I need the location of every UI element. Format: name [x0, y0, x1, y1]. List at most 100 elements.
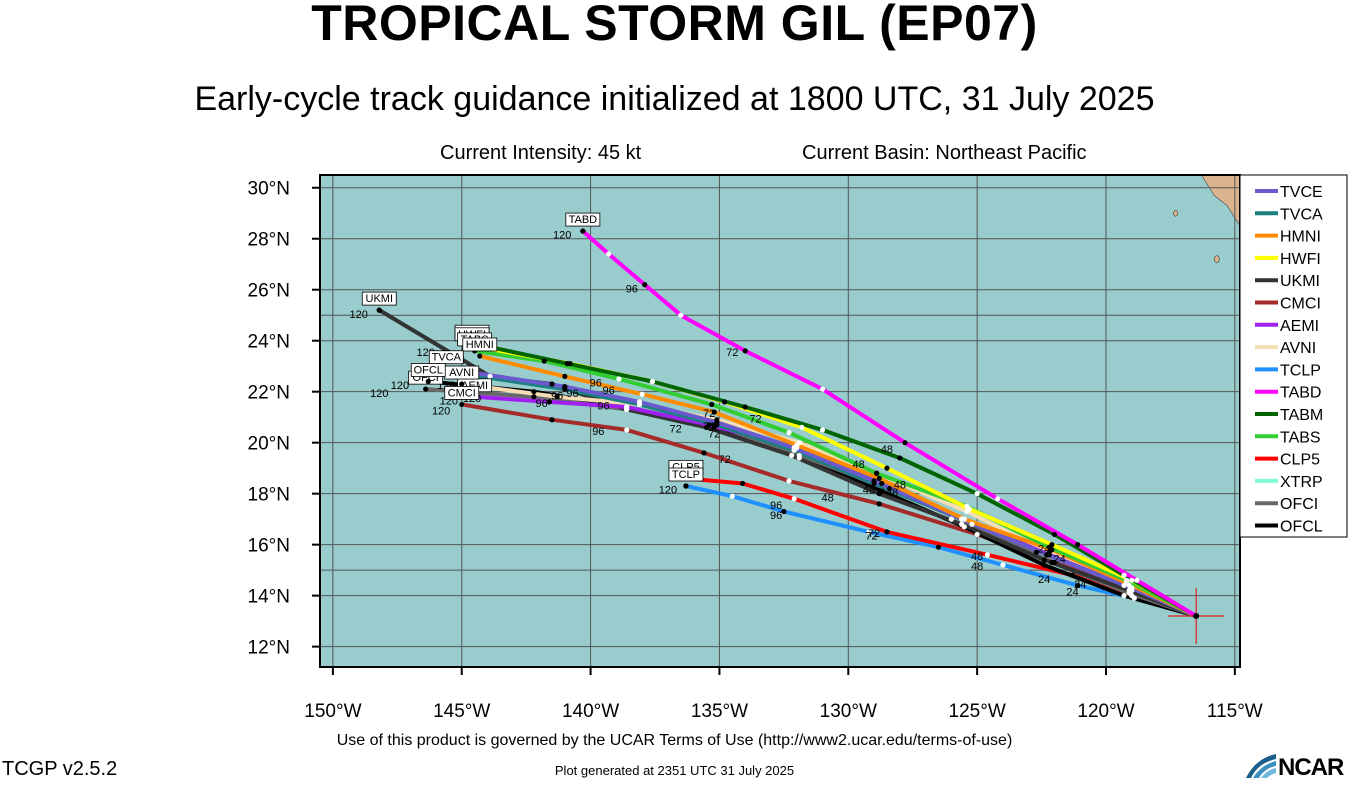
- track-point: [721, 399, 728, 405]
- track-end-point: [459, 381, 465, 387]
- track-point: [1129, 577, 1135, 583]
- track-point: [866, 529, 872, 535]
- track-point: [786, 478, 792, 484]
- track-point: [935, 544, 942, 550]
- track-point: [1041, 562, 1047, 568]
- ncar-logo-text: NCAR: [1278, 754, 1344, 781]
- track-tabs: [472, 348, 1199, 618]
- track-point: [886, 485, 893, 492]
- track-point: [879, 480, 885, 487]
- ncar-logo-icon: [1246, 754, 1276, 778]
- track-point: [1121, 593, 1127, 599]
- track-end-point: [580, 228, 586, 234]
- track-point: [1126, 582, 1132, 589]
- page-subtitle: Early-cycle track guidance initialized a…: [194, 80, 1155, 118]
- track-name-label: OFCL: [414, 364, 443, 376]
- forecast-hour-label: 120: [391, 380, 409, 392]
- track-point: [961, 524, 967, 530]
- legend-label-tabd: TABD: [1280, 385, 1321, 402]
- forecast-hour-label: 120: [432, 406, 450, 418]
- forecast-hour-label: 96: [590, 378, 602, 390]
- track-point: [876, 501, 882, 507]
- forecast-hour-label: 120: [349, 309, 367, 321]
- track-point: [984, 552, 991, 558]
- current-basin: Current Basin: Northeast Pacific: [802, 142, 1087, 164]
- forecast-hour-label: 24: [1074, 579, 1086, 591]
- track-point: [642, 282, 648, 288]
- track-point: [969, 521, 975, 527]
- forecast-hour-label: 24: [1066, 587, 1078, 599]
- legend-label-xtrp: XTRP: [1280, 474, 1323, 491]
- track-point: [781, 508, 787, 515]
- lon-tick-label: 135°W: [691, 701, 748, 722]
- track-point: [531, 389, 537, 395]
- legend-label-cmci: CMCI: [1280, 296, 1321, 313]
- forecast-hour-label: 120: [370, 388, 388, 400]
- track-name-label: UKMI: [366, 293, 394, 305]
- track-point: [1051, 531, 1058, 538]
- track-point: [624, 427, 630, 433]
- track-point: [546, 399, 552, 405]
- lat-tick-label: 14°N: [248, 587, 290, 608]
- ncar-logo: NCAR: [1244, 752, 1348, 781]
- track-name-label: CMCI: [448, 387, 476, 399]
- page-title: TROPICAL STORM GIL (EP07): [311, 0, 1038, 51]
- forecast-hour-label: 72: [708, 429, 720, 441]
- track-name-label: HMNI: [466, 339, 494, 351]
- track-point: [876, 475, 882, 481]
- island: [1173, 209, 1178, 217]
- lon-tick-label: 115°W: [1207, 701, 1263, 722]
- legend-label-tabs: TABS: [1280, 429, 1321, 446]
- forecast-hour-label: 120: [659, 485, 677, 497]
- lat-tick-label: 24°N: [248, 332, 290, 353]
- forecast-hour-label: 72: [726, 347, 738, 359]
- track-point: [879, 488, 885, 494]
- forecast-hour-label: 48: [971, 561, 983, 573]
- track-point: [742, 404, 748, 410]
- terms-of-use: Use of this product is governed by the U…: [336, 732, 1013, 749]
- forecast-hour-label: 72: [703, 408, 715, 420]
- track-name-box: [361, 291, 397, 306]
- track-point: [974, 531, 980, 538]
- lat-tick-label: 18°N: [248, 485, 290, 506]
- legend-label-tvce: TVCE: [1280, 184, 1323, 201]
- track-point: [1051, 559, 1058, 566]
- track-name-box: [668, 467, 704, 482]
- track-end-point: [425, 378, 431, 385]
- track-point: [616, 376, 622, 382]
- lon-tick-label: 125°W: [949, 701, 1006, 722]
- forecast-hour-label: 48: [881, 444, 893, 456]
- track-point: [649, 378, 656, 385]
- track-tabm: [470, 341, 1199, 618]
- legend-label-avni: AVNI: [1280, 340, 1316, 357]
- track-point: [1041, 557, 1047, 563]
- track-point: [567, 361, 573, 367]
- track-point: [487, 373, 493, 379]
- track-point: [531, 394, 537, 400]
- forecast-hour-label: 48: [822, 492, 834, 504]
- track-point: [964, 503, 970, 509]
- track-point: [678, 312, 684, 318]
- legend-label-ofci: OFCI: [1280, 496, 1318, 513]
- track-point: [1121, 572, 1127, 578]
- track-name-label: TCLP: [672, 469, 700, 481]
- lon-tick-label: 130°W: [820, 701, 877, 722]
- track-point: [562, 386, 568, 392]
- track-point: [1075, 582, 1081, 589]
- track-end-point: [459, 401, 465, 408]
- track-point: [541, 358, 547, 364]
- track-point: [701, 450, 707, 456]
- lat-tick-label: 30°N: [248, 179, 290, 200]
- track-point: [624, 404, 630, 410]
- forecast-hour-label: 96: [592, 426, 604, 438]
- lat-tick-label: 22°N: [248, 383, 290, 404]
- lon-tick-label: 145°W: [433, 701, 490, 722]
- legend-label-ofcl: OFCL: [1280, 519, 1323, 536]
- forecast-hour-label: 120: [553, 230, 571, 242]
- version-label: TCGP v2.5.2: [2, 758, 118, 780]
- track-point: [742, 348, 748, 354]
- forecast-hour-label: 48: [852, 459, 864, 471]
- track-name-label: AVNI: [449, 367, 474, 379]
- forecast-hour-label: 72: [718, 454, 730, 466]
- track-name-box: [565, 212, 601, 227]
